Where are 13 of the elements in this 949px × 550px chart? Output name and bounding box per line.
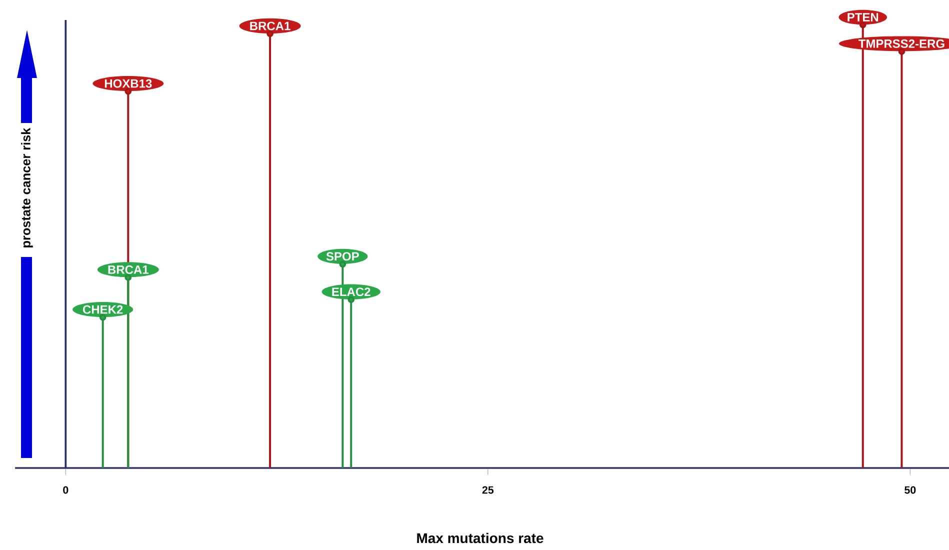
annotation: BRCA1 bbox=[250, 22, 290, 30]
x-tick-label: 25 bbox=[482, 486, 494, 494]
x-tick-label: 50 bbox=[904, 486, 916, 494]
annotation: TMPRSS2-ERG bbox=[858, 39, 944, 48]
annotation: SPOP bbox=[326, 252, 359, 261]
annotation: CHEK2 bbox=[82, 305, 123, 314]
annotation: ELAC2 bbox=[332, 288, 370, 296]
annotation: HOXB13 bbox=[104, 79, 152, 88]
annotation: PTEN bbox=[848, 13, 878, 22]
y-axis-title: prostate cancer risk bbox=[21, 128, 33, 248]
x-axis-title: Max mutations rate bbox=[417, 532, 544, 544]
annotation: BRCA1 bbox=[108, 265, 148, 274]
x-tick-label: 0 bbox=[63, 486, 68, 494]
